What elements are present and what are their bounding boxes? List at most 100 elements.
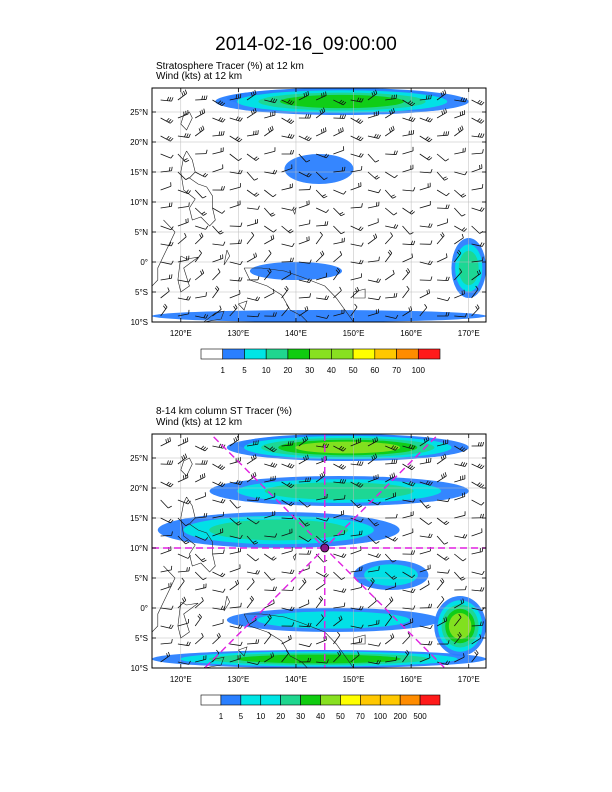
wind-barb-flag — [391, 95, 393, 100]
wind-barb — [367, 260, 379, 263]
wind-barb-flag — [482, 513, 484, 518]
wind-barb-flag — [481, 570, 485, 575]
wind-barb — [350, 243, 362, 247]
wind-barb-flag — [340, 615, 343, 620]
wind-barb-flag — [462, 462, 466, 467]
wind-barb — [229, 293, 241, 299]
tracer-tracer-south-edge-level-1 — [152, 310, 486, 322]
wind-barb — [195, 295, 207, 299]
wind-barb — [212, 309, 222, 317]
wind-barb-flag — [306, 136, 310, 141]
wind-barb-flag — [459, 446, 464, 450]
wind-barb-flag — [303, 93, 306, 98]
wind-barb-flag — [302, 579, 305, 584]
wind-barb-flag — [361, 530, 363, 535]
wind-barb-flag — [235, 479, 239, 484]
wind-barb-flag — [326, 517, 330, 522]
wind-barb-flag — [268, 267, 272, 272]
wind-barb-flag — [202, 195, 207, 199]
wind-barb-flag — [254, 471, 257, 476]
wind-barb-flag — [476, 270, 480, 275]
wind-barb-flag — [339, 251, 343, 256]
wind-barb — [212, 515, 224, 519]
wind-barb-flag — [482, 441, 485, 447]
colorbar-label: 70 — [356, 712, 365, 721]
wind-barb — [384, 207, 394, 216]
wind-barb-flag — [444, 472, 447, 477]
wind-barb-flag — [216, 649, 220, 654]
wind-barb-flag — [378, 256, 380, 261]
wind-barb — [195, 495, 206, 501]
wind-barb-flag — [375, 160, 380, 163]
wind-barb-flag — [430, 624, 433, 629]
wind-barb — [350, 587, 362, 591]
wind-barb — [315, 617, 324, 627]
wind-barb-flag — [479, 207, 483, 211]
wind-barb-flag — [183, 540, 188, 543]
wind-barb — [263, 253, 272, 263]
wind-barb-flag — [289, 100, 293, 104]
wind-barb — [454, 553, 464, 562]
wind-barb-flag — [291, 101, 295, 105]
wind-barb-flag — [236, 579, 240, 584]
wind-barb-flag — [462, 533, 466, 538]
wind-barb — [264, 589, 276, 591]
wind-barb-flag — [479, 119, 483, 123]
wind-barb — [246, 661, 258, 665]
colorbar-swatch — [222, 348, 245, 360]
wind-barb-flag — [166, 481, 170, 486]
wind-barb-flag — [238, 169, 241, 174]
wind-barb-flag — [267, 128, 271, 133]
wind-barb-flag — [442, 176, 447, 179]
wind-barb-flag — [395, 224, 399, 229]
wind-barb-flag — [184, 438, 187, 443]
x-tick-label: 150°E — [343, 675, 365, 684]
wind-barb — [246, 171, 255, 181]
wind-barb-flag — [361, 260, 364, 265]
wind-barb — [246, 581, 255, 591]
wind-barb — [281, 653, 289, 663]
wind-barb — [177, 553, 189, 559]
wind-barb-flag — [359, 530, 361, 535]
wind-barb-flag — [342, 127, 344, 132]
wind-barb — [471, 499, 482, 506]
wind-barb-flag — [289, 441, 292, 446]
wind-barb — [384, 616, 392, 627]
wind-barb — [298, 223, 310, 227]
wind-barb-flag — [253, 156, 258, 160]
wind-barb-flag — [274, 99, 278, 103]
wind-barb-flag — [184, 89, 188, 94]
wind-barb-flag — [338, 616, 341, 621]
wind-barb — [419, 584, 430, 591]
wind-barb-flag — [358, 119, 362, 123]
wind-barb-flag — [404, 651, 409, 656]
wind-barb-flag — [326, 295, 329, 300]
wind-barb-flag — [443, 131, 445, 136]
wind-barb — [177, 313, 189, 317]
wind-barb-flag — [428, 533, 431, 538]
wind-barb-flag — [222, 605, 226, 610]
wind-barb-flag — [309, 477, 312, 482]
wind-barb-flag — [303, 456, 305, 461]
panel2-subtitle-1: 8-14 km column ST Tracer (%) — [156, 406, 292, 417]
wind-barb-flag — [335, 269, 339, 274]
wind-barb-flag — [390, 634, 393, 639]
wind-barb-flag — [221, 466, 226, 470]
wind-barb-flag — [187, 190, 191, 194]
wind-barb-flag — [220, 572, 224, 577]
wind-barb-flag — [426, 290, 429, 295]
wind-barb-flag — [319, 231, 323, 236]
wind-barb-flag — [441, 474, 443, 479]
wind-barb-flag — [217, 268, 221, 273]
wind-barb-flag — [257, 660, 261, 665]
wind-barb-flag — [374, 233, 378, 238]
colorbar-label: 500 — [413, 712, 427, 721]
wind-barb-flag — [290, 634, 292, 639]
wind-barb-flag — [378, 660, 381, 665]
wind-barb-flag — [343, 602, 346, 607]
wind-barb-flag — [410, 306, 413, 311]
wind-barb-flag — [235, 116, 239, 121]
wind-barb-flag — [342, 447, 347, 452]
wind-barb-flag — [413, 550, 416, 555]
colorbar-swatch — [287, 348, 310, 360]
